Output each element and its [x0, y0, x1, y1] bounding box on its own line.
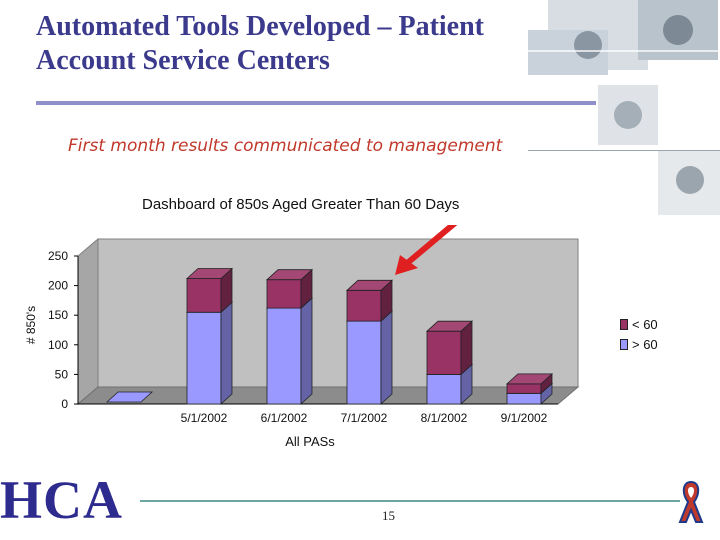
- title-underline: [36, 101, 596, 105]
- bar-front: [426, 373, 462, 405]
- legend-label-lt60: < 60: [632, 316, 658, 332]
- bar-top: [185, 268, 234, 279]
- bar-front: [346, 289, 382, 322]
- chart-title: Dashboard of 850s Aged Greater Than 60 D…: [142, 196, 460, 213]
- x-tick-label: 7/1/2002: [341, 411, 388, 425]
- legend-label-gt60: > 60: [632, 336, 658, 352]
- hca-logo: HCA: [0, 470, 123, 530]
- chart-back-wall: [97, 238, 579, 388]
- y-tick-label: 100: [48, 338, 68, 352]
- bar-front: [346, 320, 382, 405]
- bar-segment: [185, 267, 234, 314]
- bar-segment: [425, 320, 474, 376]
- bar-front: [186, 278, 222, 313]
- y-tick-label: 0: [61, 397, 68, 411]
- legend-item-lt60: < 60: [620, 314, 658, 334]
- bar-front: [186, 311, 222, 405]
- y-axis-label: # 850's: [24, 306, 38, 344]
- legend-item-gt60: > 60: [620, 334, 658, 354]
- bar-top: [265, 269, 314, 281]
- bar-front: [426, 330, 462, 375]
- x-tick-label: 9/1/2002: [501, 411, 548, 425]
- chart-side-wall: [77, 237, 99, 406]
- y-tick-label: 200: [48, 279, 68, 293]
- bar-front: [266, 279, 302, 309]
- red-arrow: [403, 225, 458, 268]
- legend-swatch-gt60: [620, 338, 628, 350]
- y-tick-label: 50: [55, 367, 69, 381]
- chart-floor: [76, 386, 580, 405]
- bar-side: [300, 297, 313, 405]
- x-tick-label: 6/1/2002: [261, 411, 308, 425]
- bar-empty: [105, 391, 154, 403]
- bar-side: [380, 310, 393, 405]
- bar-front: [506, 383, 542, 394]
- bar-side: [220, 301, 233, 405]
- bar-front: [266, 307, 302, 405]
- bar-segment: [265, 297, 314, 405]
- ribbon-icon: [678, 480, 704, 523]
- slide-subtitle: First month results communicated to mana…: [68, 136, 503, 156]
- bar-segment: [345, 310, 394, 405]
- y-tick-label: 150: [48, 308, 68, 322]
- x-axis-label: All PASs: [285, 434, 335, 449]
- bar-segment: [345, 279, 394, 323]
- bar-top: [345, 279, 394, 291]
- bar-top: [505, 373, 554, 385]
- x-tick-label: 5/1/2002: [181, 411, 228, 425]
- footer-rule: [140, 500, 680, 502]
- bar-segment: [185, 301, 234, 405]
- page-number: 15: [382, 508, 395, 523]
- x-tick-label: 8/1/2002: [421, 411, 468, 425]
- photo-collage: [528, 0, 720, 215]
- bar-segment: [505, 372, 554, 395]
- bar-segment: [265, 268, 314, 310]
- slide-title: Automated Tools Developed – Patient Acco…: [36, 11, 484, 76]
- bar-top: [425, 320, 474, 332]
- red-arrow-head: [395, 255, 418, 275]
- chart-legend: < 60 > 60: [620, 314, 658, 354]
- legend-swatch-lt60: [620, 318, 628, 330]
- y-tick-label: 250: [48, 249, 68, 263]
- stacked-bar-chart: 0 50 100 150 200 250 # 850's All PASs 5/1/2002 6/…: [24, 225, 580, 449]
- bar-front: [506, 392, 542, 405]
